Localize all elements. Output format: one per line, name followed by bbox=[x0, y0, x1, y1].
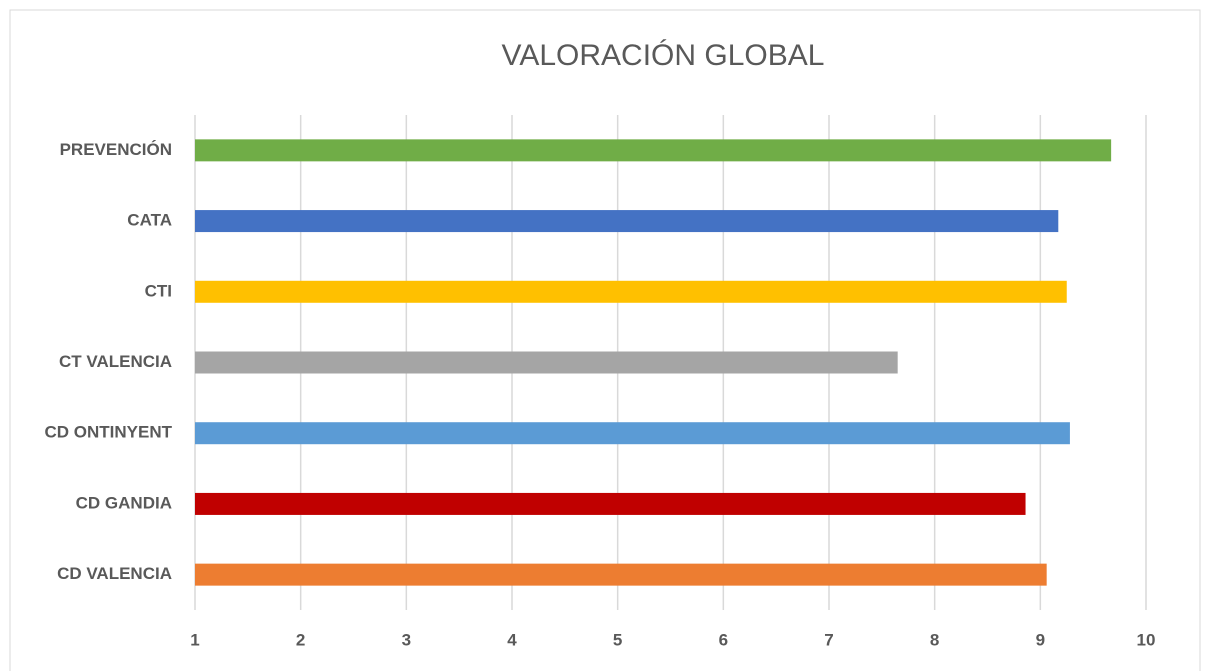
x-tick-label: 1 bbox=[190, 630, 199, 649]
bar bbox=[195, 563, 1047, 586]
x-tick-label: 5 bbox=[613, 630, 622, 649]
bar bbox=[195, 139, 1112, 162]
x-tick-label: 8 bbox=[930, 630, 939, 649]
x-tick-label: 7 bbox=[824, 630, 833, 649]
x-tick-label: 6 bbox=[719, 630, 728, 649]
y-tick-label: CTI bbox=[145, 281, 172, 300]
x-tick-label: 9 bbox=[1036, 630, 1045, 649]
bar bbox=[195, 492, 1026, 515]
chart-frame bbox=[9, 9, 1201, 671]
bar bbox=[195, 422, 1070, 445]
bar bbox=[195, 210, 1059, 233]
x-tick-label: 3 bbox=[402, 630, 411, 649]
y-tick-label: CD VALENCIA bbox=[57, 564, 172, 583]
y-tick-label: CT VALENCIA bbox=[59, 352, 172, 371]
y-tick-label: PREVENCIÓN bbox=[60, 140, 172, 159]
x-tick-label: 2 bbox=[296, 630, 305, 649]
bar bbox=[195, 280, 1067, 303]
bar bbox=[195, 351, 898, 374]
y-tick-label: CD GANDIA bbox=[76, 493, 172, 512]
y-tick-label: CATA bbox=[127, 211, 172, 230]
x-tick-label: 10 bbox=[1137, 630, 1156, 649]
x-tick-label: 4 bbox=[507, 630, 517, 649]
chart-title: VALORACIÓN GLOBAL bbox=[502, 39, 825, 72]
y-tick-label: CD ONTINYENT bbox=[45, 423, 173, 442]
